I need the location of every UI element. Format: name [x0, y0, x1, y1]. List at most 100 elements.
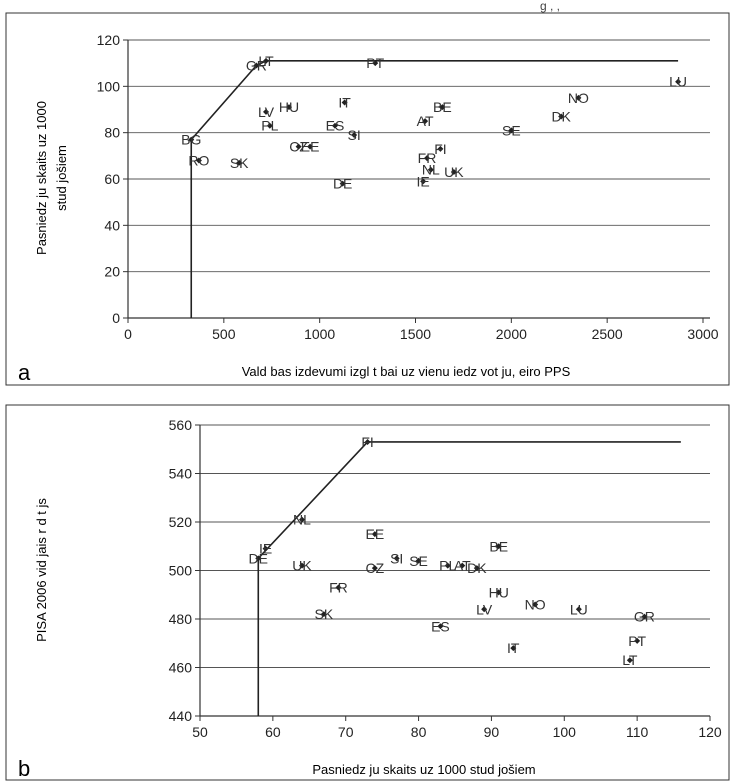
- b-point-label: LT: [622, 652, 638, 668]
- a-point-marker: [427, 166, 434, 173]
- panel-b-plot-area: 440 460 480 500 520 540 560 50 60 70 80 90 100 110 120…: [169, 417, 722, 740]
- panel-b-xlabel: Pasniedz ju skaits uz 1000 stud jošiem: [312, 762, 535, 777]
- b-point-marker: [459, 562, 466, 569]
- b-point-marker: [495, 589, 502, 596]
- b-point-label: FR: [329, 579, 348, 595]
- a-y-tick-label: 100: [97, 78, 121, 94]
- a-point-label: LU: [669, 74, 687, 90]
- a-point-marker: [437, 145, 444, 152]
- a-point-marker: [295, 143, 302, 150]
- panel-a-ylabel: Pasniedz ju skaits uz 1000 stud jošiem: [34, 101, 69, 255]
- panel-a-plot-area: 0 20 40 60 80 100 120 0 500 1000 1500 2000 2500 3000 L…: [97, 32, 719, 342]
- a-point-label: PT: [366, 55, 384, 71]
- a-point-label: DK: [551, 108, 571, 124]
- a-point-label: SI: [348, 127, 361, 143]
- a-point-label: SK: [230, 155, 249, 171]
- b-point-marker: [437, 623, 444, 630]
- b-x-tick-label: 90: [484, 724, 500, 740]
- b-point-label: ES: [431, 618, 450, 634]
- a-point-label: CZ: [289, 139, 308, 155]
- panel-a-ylabel-line-1: Pasniedz ju skaits uz 1000: [34, 101, 49, 255]
- b-point-marker: [299, 562, 305, 569]
- b-x-tick-label: 100: [553, 724, 577, 740]
- b-point-marker: [262, 545, 269, 552]
- a-point-label: AT: [417, 113, 434, 129]
- a-point-label: NO: [568, 90, 589, 106]
- b-point-marker: [371, 531, 378, 538]
- panel-a-xlabel: Vald bas izdevumi izgl t bai uz vienu ie…: [242, 364, 571, 379]
- a-point-label: HU: [279, 99, 299, 115]
- a-point-marker: [339, 180, 346, 187]
- a-point-marker: [253, 62, 260, 69]
- a-point-marker: [286, 104, 292, 111]
- a-point-marker: [508, 127, 515, 134]
- b-point-label: DK: [467, 560, 487, 576]
- b-point-label: FI: [361, 434, 373, 450]
- a-point-label: GR: [246, 57, 267, 73]
- a-point-marker: [422, 118, 429, 125]
- a-point-marker: [236, 159, 243, 166]
- a-point-marker: [675, 78, 682, 85]
- a-point-marker: [351, 131, 358, 138]
- b-point-label: NL: [293, 512, 311, 528]
- a-y-tick-label: 40: [104, 217, 120, 233]
- b-point-marker: [364, 438, 371, 445]
- a-point-label: LT: [258, 53, 274, 69]
- a-point-label: BE: [433, 99, 452, 115]
- b-point-label: BE: [489, 538, 508, 554]
- a-point-marker: [263, 108, 269, 115]
- a-point-marker: [263, 57, 269, 64]
- a-x-tick-label: 0: [124, 326, 132, 342]
- b-point-label: PL: [439, 558, 456, 574]
- a-point-marker: [575, 94, 582, 101]
- panel-b-ylabel: PISA 2006 vid jais r d t js: [34, 498, 49, 642]
- b-frontier-line: [257, 441, 681, 716]
- a-point-marker: [450, 169, 457, 176]
- b-point-marker: [371, 565, 378, 572]
- b-point-marker: [634, 637, 641, 644]
- b-point-label: UK: [292, 558, 312, 574]
- a-y-tick-label: 0: [112, 310, 120, 326]
- panel-a-letter: a: [18, 360, 31, 385]
- b-y-tick-label: 540: [169, 466, 193, 482]
- b-y-tick-label: 520: [169, 514, 193, 530]
- b-point-marker: [481, 606, 488, 613]
- a-y-tick-label: 80: [104, 125, 120, 141]
- b-point-label: LU: [570, 601, 588, 617]
- a-point-marker: [195, 157, 202, 164]
- b-y-tick-label: 500: [169, 563, 193, 579]
- a-x-tick-label: 1000: [304, 326, 335, 342]
- b-point-marker: [641, 613, 648, 620]
- a-point-label: SE: [502, 122, 521, 138]
- panel-a-ylabel-line-2: stud jošiem: [54, 145, 69, 211]
- b-point-marker: [415, 557, 422, 564]
- a-point-label: FI: [434, 141, 446, 157]
- b-point-label: NO: [525, 596, 546, 612]
- b-point-marker: [320, 611, 327, 618]
- b-point-label: EE: [366, 526, 385, 542]
- a-point-marker: [420, 178, 427, 185]
- b-point-marker: [532, 601, 539, 608]
- b-point-marker: [510, 645, 517, 652]
- b-point-label: SK: [315, 606, 334, 622]
- b-point-label: AT: [454, 558, 471, 574]
- panel-a: Pasniedz ju skaits uz 1000 stud jošiem V…: [5, 12, 730, 386]
- a-y-tick-label: 60: [104, 171, 120, 187]
- top-fragment-text: g , ,: [540, 0, 560, 13]
- b-point-label: LV: [476, 601, 493, 617]
- b-y-tick-label: 560: [169, 417, 193, 433]
- a-x-tick-label: 3000: [687, 326, 718, 342]
- b-point-label: HU: [489, 584, 509, 600]
- a-point-label: ES: [326, 118, 345, 134]
- b-point-label: SI: [390, 550, 403, 566]
- b-point-label: PT: [628, 633, 646, 649]
- a-point-marker: [372, 60, 379, 67]
- a-point-label: UK: [444, 164, 464, 180]
- b-point-marker: [495, 543, 502, 550]
- a-point-label: LV: [258, 104, 275, 120]
- b-x-tick-label: 50: [192, 724, 208, 740]
- b-x-tick-label: 80: [411, 724, 427, 740]
- b-y-tick-label: 440: [169, 708, 193, 724]
- a-point-marker: [307, 143, 314, 150]
